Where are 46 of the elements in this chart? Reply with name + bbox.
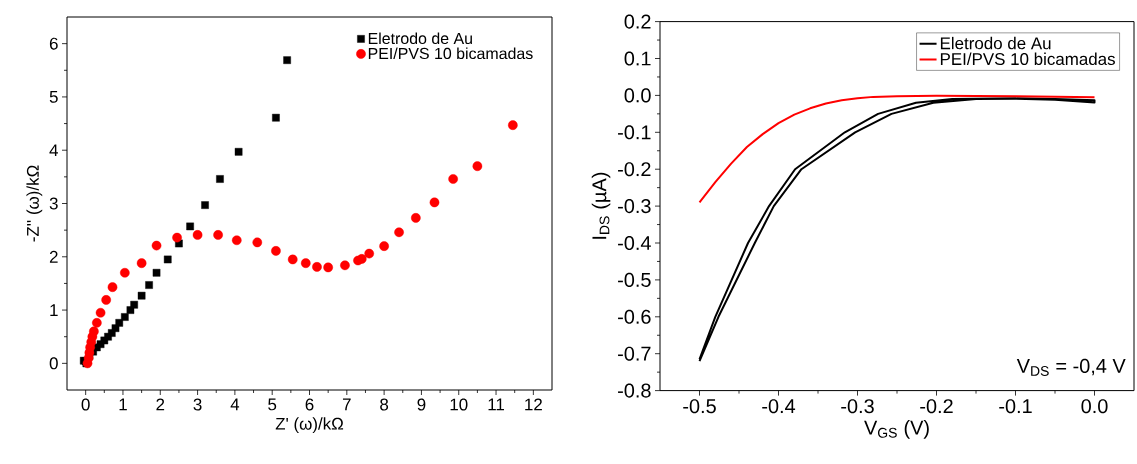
x-tick-label: -0.4 [762,399,796,414]
y-tick-label: 5 [49,91,58,103]
x-tick-label: 6 [305,398,314,411]
legend-label: PEI/PVS 10 bicamadas [368,47,533,60]
y-axis-title: I$_{DS}$ (µA) [591,172,611,239]
y-tick-label: -0.1 [618,125,651,140]
x-tick-label: 8 [380,398,389,411]
x-tick-label: 10 [450,398,468,411]
legend-label: Eletrodo de Au [940,36,1051,50]
x-axis-title: V$_{GS}$ (V) [864,420,929,439]
y-tick-label: -0.3 [618,199,651,214]
y-tick-label: -0.2 [618,162,651,177]
y-tick-label: 0.1 [624,51,651,66]
x-tick-label: -0.5 [683,399,716,414]
x-tick-label: 1 [119,398,127,411]
y-tick-label: 0.0 [624,88,651,103]
x-tick-label: -0.1 [999,399,1032,414]
legend-label: PEI/PVS 10 bicamadas [940,52,1115,66]
y-tick-label: 6 [49,37,58,50]
y-tick-label: -0.4 [618,235,651,251]
annotation: V$_{DS}$ = -0,4 V [1016,358,1126,377]
x-tick-label: 9 [417,398,426,411]
y-tick-label: 1 [50,304,58,316]
y-tick-label: -0.7 [618,346,651,361]
y-tick-label: -0.5 [618,272,651,287]
x-tick-label: 2 [156,398,165,411]
x-tick-label: 11 [488,398,505,411]
x-tick-label: -0.3 [841,399,874,414]
y-tick-label: 4 [49,144,58,157]
y-axis-title: -Z'' (ω)/kΩ [26,165,43,242]
y-tick-label: 2 [49,250,58,263]
y-tick-label: -0.8 [618,383,651,398]
x-tick-label: 7 [342,398,351,411]
x-tick-label: 0 [81,398,90,411]
x-tick-label: 4 [230,398,240,411]
y-tick-label: 3 [49,197,58,210]
legend-label: Eletrodo de Au [368,32,472,45]
y-tick-label: 0 [49,357,58,370]
x-tick-label: 5 [268,398,277,411]
x-axis-title: Z' (ω)/kΩ [275,417,344,434]
y-tick-label: -0.6 [618,309,651,324]
x-tick-label: 3 [193,398,202,411]
x-tick-label: 12 [525,398,542,411]
x-tick-label: 0.0 [1081,399,1108,414]
x-tick-label: -0.2 [920,399,953,414]
y-tick-label: 0.2 [624,14,651,29]
